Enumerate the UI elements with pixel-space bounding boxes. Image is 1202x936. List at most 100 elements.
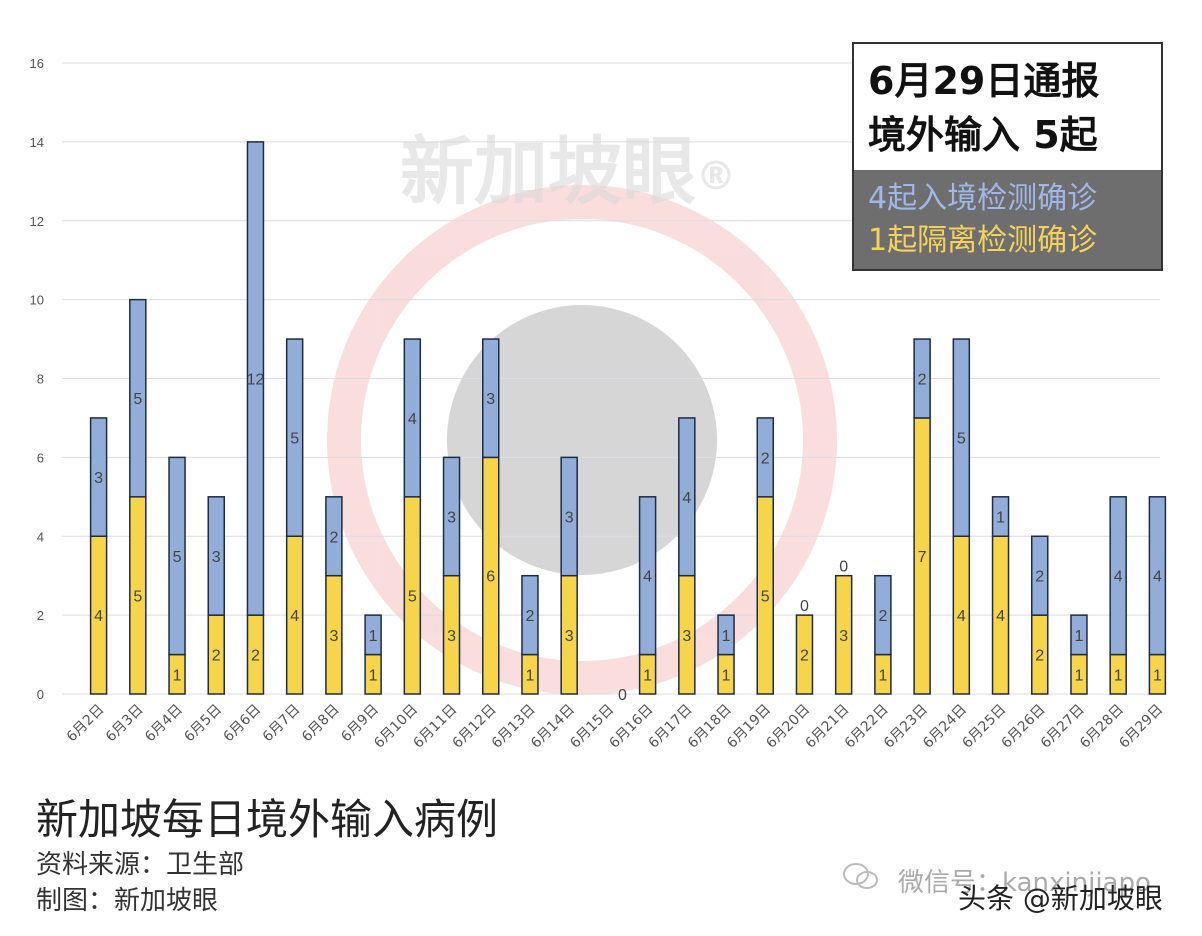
bar-segment <box>717 614 735 656</box>
bar-segment <box>521 574 539 656</box>
bar-segment <box>1031 535 1049 616</box>
data-label: 5 <box>173 549 182 566</box>
data-label: 3 <box>329 628 338 645</box>
data-label: 5 <box>957 431 966 448</box>
data-label: 3 <box>565 628 574 645</box>
data-label: 4 <box>408 411 417 428</box>
y-tick-label: 8 <box>37 372 44 387</box>
x-tick-label: 6月3日 <box>103 702 147 746</box>
data-label: 12 <box>247 372 265 389</box>
registered-mark: ® <box>696 153 736 200</box>
data-label: 3 <box>94 470 103 487</box>
data-label: 2 <box>212 648 221 665</box>
data-label: 4 <box>1114 569 1123 586</box>
chart-title: 新加坡每日境外输入病例 <box>36 795 499 844</box>
bar-segment <box>285 338 304 537</box>
data-label: 3 <box>212 549 221 566</box>
data-label: 4 <box>996 608 1005 625</box>
data-label: 3 <box>682 628 691 645</box>
data-label: 3 <box>565 510 574 527</box>
toutiao-handle: 头条 @新加坡眼 <box>958 882 1163 915</box>
bar-segment <box>168 456 186 656</box>
data-label: 5 <box>761 588 770 605</box>
bar-segment <box>756 417 774 498</box>
quarantine-detection-line: 1起隔离检测确诊 <box>868 223 1098 258</box>
data-label: 1 <box>1075 667 1084 684</box>
bar-segment <box>129 298 147 498</box>
data-label: 2 <box>1035 569 1044 586</box>
data-label: 7 <box>918 549 927 566</box>
bar-segment <box>403 338 422 498</box>
data-label: 5 <box>133 588 142 605</box>
x-tick-label: 6月29日 <box>1116 702 1166 752</box>
data-label: 2 <box>918 372 927 389</box>
bar-segment <box>1148 496 1167 656</box>
data-label: 1 <box>173 667 182 684</box>
y-tick-label: 0 <box>37 687 44 702</box>
data-label: 1 <box>1114 667 1123 684</box>
bar-segment <box>678 417 696 577</box>
data-label: 4 <box>682 490 691 507</box>
data-label: 5 <box>408 588 417 605</box>
data-label: 5 <box>133 391 142 408</box>
bar-segment <box>1109 496 1127 656</box>
data-label: 0 <box>618 687 627 704</box>
data-label: 2 <box>800 648 809 665</box>
announcement-header: 6月29日通报 境外输入 5起 <box>854 44 1161 170</box>
data-label: 4 <box>957 608 966 625</box>
announcement-date: 6月29日通报 <box>868 59 1100 103</box>
x-tick-label: 6月4日 <box>142 702 186 746</box>
data-label: 2 <box>329 529 338 546</box>
data-label: 4 <box>1153 569 1162 586</box>
bar-segment <box>207 496 225 616</box>
watermark-brand: 新加坡眼® <box>400 129 736 215</box>
data-label: 1 <box>369 628 378 645</box>
maker-line: 制图：新加坡眼 <box>36 886 219 916</box>
data-label: 3 <box>447 510 456 527</box>
bar-segment <box>834 574 853 695</box>
data-label: 3 <box>486 391 495 408</box>
bar-segment <box>364 614 382 656</box>
announcement-box: 6月29日通报 境外输入 5起 4起入境检测确诊 1起隔离检测确诊 <box>852 42 1163 271</box>
bar-segment <box>874 574 892 656</box>
data-label: 1 <box>1075 628 1084 645</box>
data-label: 2 <box>526 608 535 625</box>
source-line: 资料来源：卫生部 <box>36 850 245 880</box>
announcement-total: 境外输入 5起 <box>868 113 1098 157</box>
x-tick-label: 6月8日 <box>299 702 343 746</box>
bar-segment <box>952 338 971 537</box>
y-tick-label: 10 <box>30 293 44 308</box>
bar-segment <box>560 456 578 577</box>
y-tick-label: 12 <box>30 214 44 229</box>
y-tick-label: 6 <box>37 450 44 465</box>
y-tick-label: 2 <box>37 608 44 623</box>
data-label: 4 <box>94 608 103 625</box>
bar-segment <box>89 417 108 537</box>
data-label: 0 <box>800 598 809 615</box>
x-tick-label: 6月2日 <box>64 702 108 746</box>
wechat-icon <box>843 863 878 889</box>
data-label: 1 <box>722 667 731 684</box>
data-label: 1 <box>722 628 731 645</box>
y-tick-label: 16 <box>30 56 44 71</box>
data-label: 2 <box>251 648 260 665</box>
wechat-id: 微信号：kanxinjiapo <box>898 868 1151 898</box>
x-tick-label: 6月5日 <box>181 702 225 746</box>
data-label: 0 <box>839 559 848 576</box>
arrival-detection-line: 4起入境检测确诊 <box>868 181 1098 216</box>
data-label: 5 <box>290 431 299 448</box>
data-label: 1 <box>1153 667 1162 684</box>
data-label: 3 <box>447 628 456 645</box>
data-label: 1 <box>643 667 652 684</box>
bar-segment <box>442 456 461 577</box>
data-label: 2 <box>761 450 770 467</box>
bar-segment <box>325 496 343 577</box>
bar-segment <box>638 496 657 656</box>
data-label: 4 <box>290 608 299 625</box>
bar-segment <box>795 614 814 695</box>
bar-segment <box>246 141 265 616</box>
bar-segment <box>482 338 500 459</box>
data-label: 2 <box>878 608 887 625</box>
bar-segment <box>1070 614 1088 656</box>
